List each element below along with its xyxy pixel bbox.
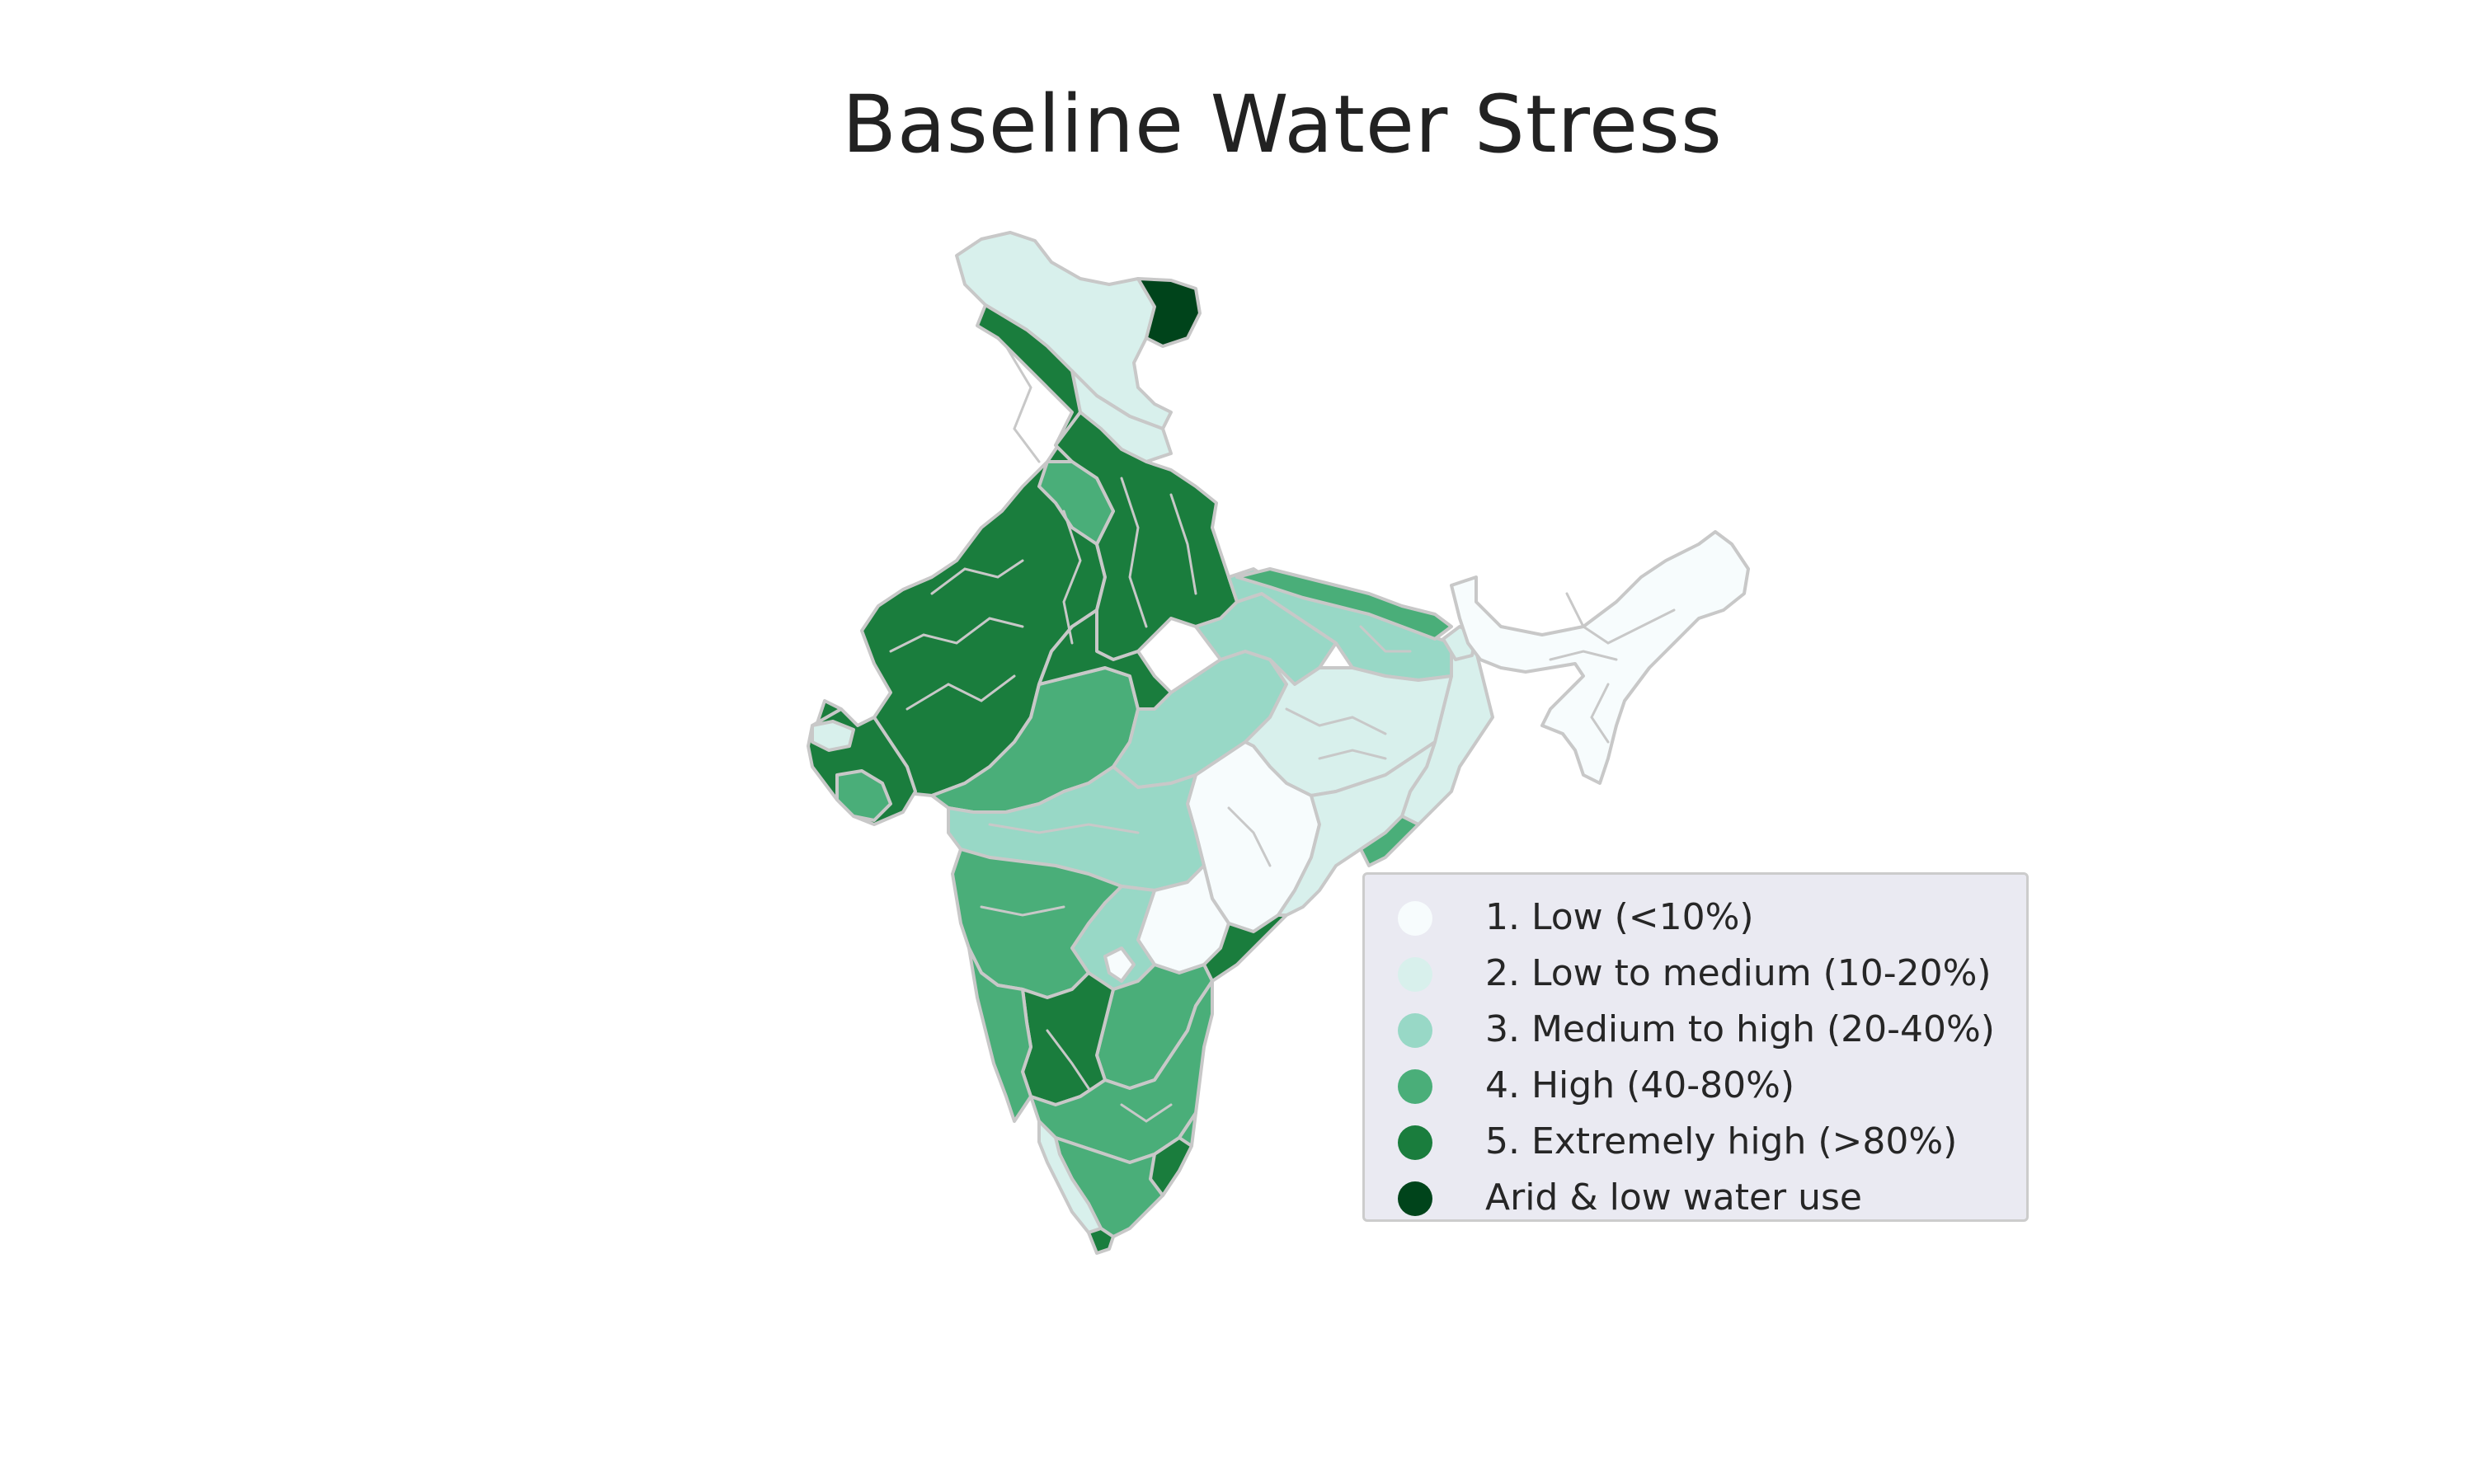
region-kutch [811,720,855,752]
region-saurashtra [835,769,892,822]
region-kanyakumari [1087,1227,1115,1255]
legend-label: 4. High (40-80%) [1485,1064,1795,1106]
map-legend: 1. Low (<10%) 2. Low to medium (10-20%) … [1362,872,2029,1222]
legend-swatch-low-medium [1398,957,1432,992]
legend-swatch-arid [1398,1181,1432,1216]
legend-swatch-high [1398,1069,1432,1104]
region-ladakh-arid [1136,277,1202,348]
region-northeast [1450,530,1750,785]
legend-item: 5. Extremely high (>80%) [1365,1117,2026,1167]
region-bihar-north [1235,567,1453,641]
region-goa [1103,946,1136,983]
map-title: Baseline Water Stress [842,78,1723,171]
legend-label: 5. Extremely high (>80%) [1485,1120,1958,1162]
region-haryana [1037,460,1115,546]
legend-label: 1. Low (<10%) [1485,896,1754,938]
legend-swatch-extremely-high [1398,1125,1432,1160]
legend-item: 3. Medium to high (20-40%) [1365,1005,2026,1054]
legend-label: Arid & low water use [1485,1176,1862,1219]
legend-swatch-medium-high [1398,1013,1432,1048]
region-west-coast [967,946,1032,1123]
legend-item: 2. Low to medium (10-20%) [1365,949,2026,998]
region-tn-east-extreme [1149,1136,1193,1197]
legend-item: 1. Low (<10%) [1365,893,2026,942]
legend-label: 3. Medium to high (20-40%) [1485,1008,1995,1050]
region-mp-north [1037,608,1173,711]
legend-label: 2. Low to medium (10-20%) [1485,952,1992,994]
legend-item: Arid & low water use [1365,1173,2026,1223]
legend-item: 4. High (40-80%) [1365,1061,2026,1111]
region-odisha-coast [1359,815,1420,867]
legend-swatch-low [1398,901,1432,936]
